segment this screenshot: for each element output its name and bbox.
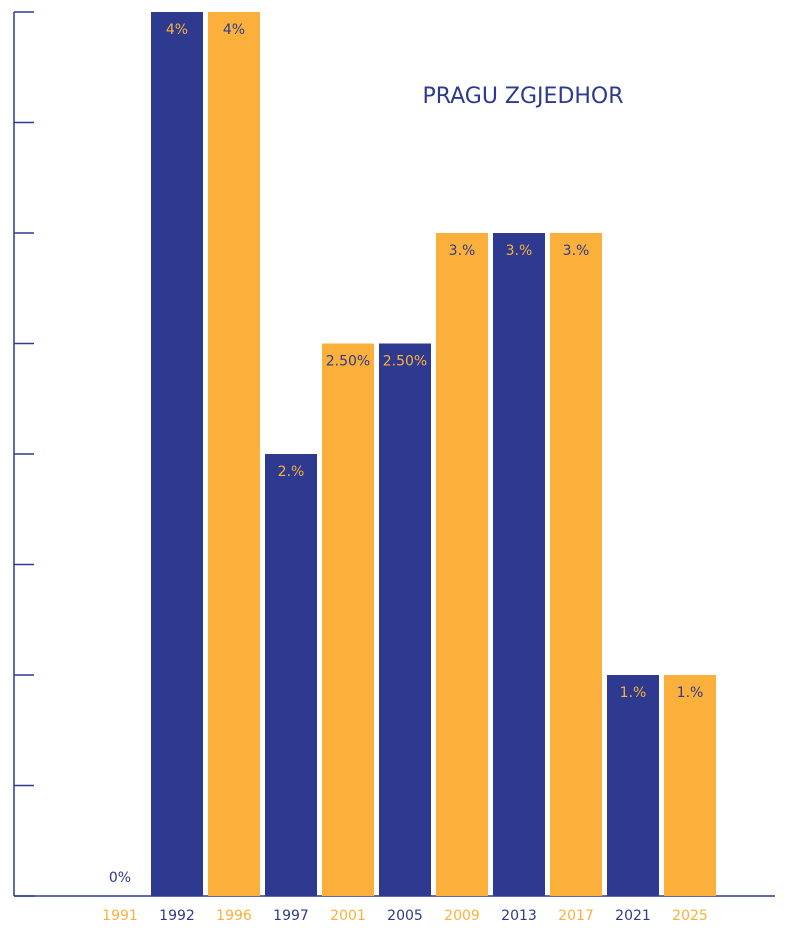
value-label: 4% [166,22,188,38]
value-label: 2.50% [326,354,370,370]
bar [208,12,260,896]
value-label: 3.% [563,243,590,259]
value-label: 3.% [449,243,476,259]
x-tick-label: 2009 [444,908,480,924]
bar [607,675,659,896]
value-label: 3.% [506,243,533,259]
value-label: 2.50% [383,354,427,370]
bar [322,343,374,896]
bar [550,233,602,896]
bar [265,454,317,896]
x-tick-label: 2013 [501,908,537,924]
bar [664,675,716,896]
x-tick-label: 2021 [615,908,651,924]
x-tick-label: 1996 [216,908,252,924]
value-label: 0% [109,870,131,886]
x-tick-label: 2005 [387,908,423,924]
bar [436,233,488,896]
x-tick-label: 2017 [558,908,594,924]
value-label: 1.% [677,685,704,701]
chart-title: PRAGU ZGJEDHOR [422,84,623,109]
value-label: 1.% [620,685,647,701]
x-tick-label: 2001 [330,908,366,924]
bar [379,343,431,896]
x-tick-label: 1991 [102,908,138,924]
x-tick-label: 2025 [672,908,708,924]
x-tick-label: 1992 [159,908,195,924]
value-label: 4% [223,22,245,38]
bar [493,233,545,896]
x-tick-label: 1997 [273,908,309,924]
bar [151,12,203,896]
value-label: 2.% [278,464,305,480]
